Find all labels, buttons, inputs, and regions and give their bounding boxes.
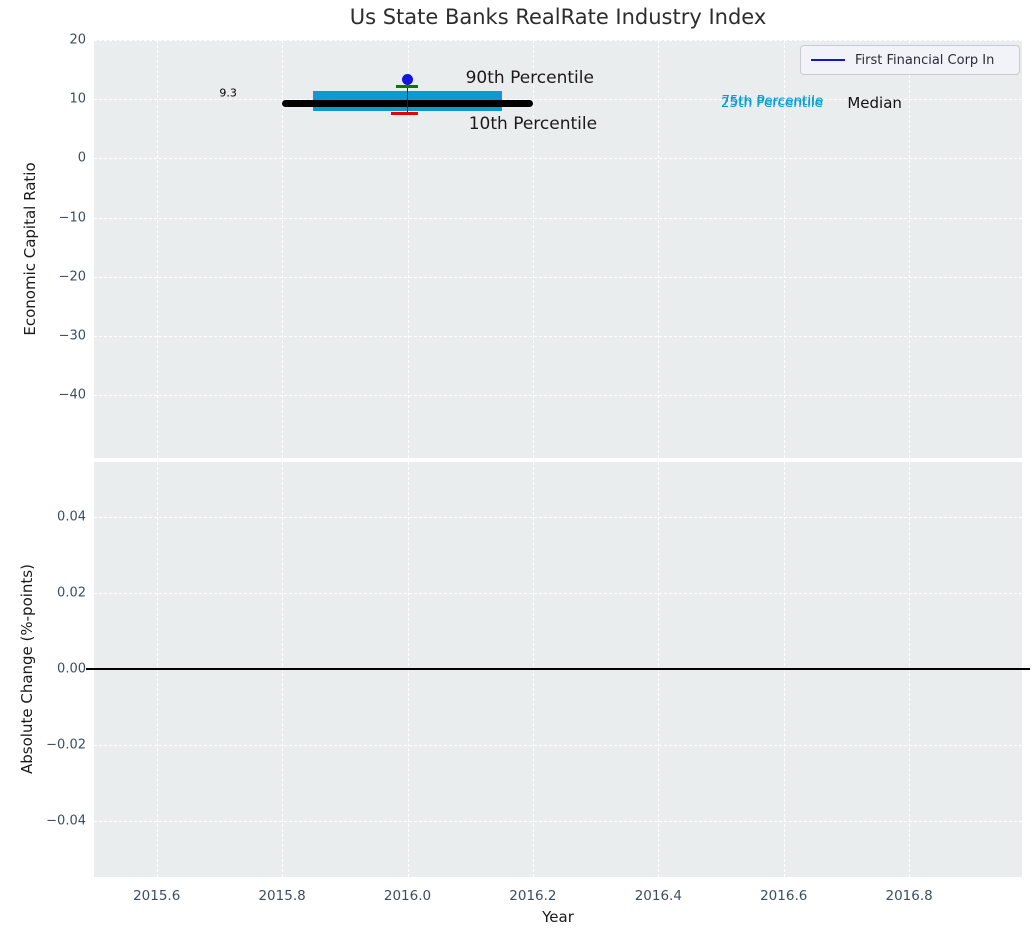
- annotation-p10-label: 10th Percentile: [468, 113, 598, 134]
- x-tick-label: 2015.8: [258, 888, 306, 904]
- x-tick-label: 2016.6: [760, 888, 808, 904]
- grid-line-vertical: [658, 40, 660, 458]
- grid-line-horizontal: [94, 99, 1022, 101]
- x-tick-label: 2015.6: [133, 888, 181, 904]
- grid-line-vertical: [532, 40, 534, 458]
- p90-tick: [396, 84, 419, 88]
- grid-line-horizontal: [94, 158, 1022, 160]
- grid-line-horizontal: [94, 820, 1022, 822]
- x-tick-label: 2016.2: [509, 888, 557, 904]
- chart-title: Us State Banks RealRate Industry Index: [349, 5, 767, 29]
- annotation-p75-label: 75th Percentile: [721, 92, 824, 109]
- grid-line-horizontal: [94, 395, 1022, 397]
- y-tick-label: −0.04: [46, 813, 86, 829]
- grid-line-horizontal: [94, 593, 1022, 595]
- annotation-p25-label: 25th Percentile: [720, 94, 823, 111]
- grid-line-horizontal: [94, 336, 1022, 338]
- y-axis-label-economic-capital-ratio: Economic Capital Ratio: [21, 162, 39, 336]
- annotation-p90-label: 90th Percentile: [465, 67, 594, 88]
- grid-line-vertical: [783, 40, 785, 458]
- y-tick-label: −30: [58, 328, 86, 344]
- grid-line-horizontal: [94, 744, 1022, 746]
- axes-top-panel: 9.3 90th Percentile 10th Percentile 75th Pe…: [94, 40, 1022, 458]
- legend-line-sample: [811, 59, 845, 61]
- grid-line-horizontal: [94, 217, 1022, 219]
- grid-line-vertical: [156, 40, 158, 458]
- p10-tick: [391, 111, 419, 115]
- x-tick-label: 2016.8: [885, 888, 933, 904]
- x-axis-label-year: Year: [542, 908, 574, 926]
- grid-line-vertical: [407, 40, 409, 458]
- grid-line-horizontal: [94, 517, 1022, 519]
- x-tick-label: 2016.4: [634, 888, 682, 904]
- annotation-median-value: 9.3: [219, 86, 237, 100]
- y-tick-label: 0.04: [57, 509, 86, 525]
- x-tick-label: 2016.0: [383, 888, 432, 904]
- zero-line: [86, 668, 1030, 671]
- grid-line-horizontal: [94, 276, 1022, 278]
- grid-line-horizontal: [94, 40, 1022, 41]
- annotation-median-label: Median: [847, 94, 902, 113]
- grid-line-vertical: [909, 40, 911, 458]
- y-tick-label: −40: [58, 387, 86, 403]
- y-tick-label: 0.00: [57, 661, 86, 677]
- company-point: [402, 74, 413, 86]
- y-tick-label: 0: [77, 150, 86, 166]
- y-tick-label: −10: [58, 210, 86, 226]
- y-tick-label: 20: [69, 32, 86, 48]
- whisker-line: [406, 86, 409, 114]
- y-tick-label: 10: [69, 91, 86, 107]
- legend: First Financial Corp In: [800, 45, 1020, 75]
- y-tick-label: 0.02: [57, 585, 86, 601]
- y-tick-label: −0.02: [46, 737, 86, 753]
- grid-line-vertical: [282, 40, 284, 458]
- y-tick-label: −20: [58, 269, 86, 285]
- legend-label: First Financial Corp In: [855, 52, 995, 68]
